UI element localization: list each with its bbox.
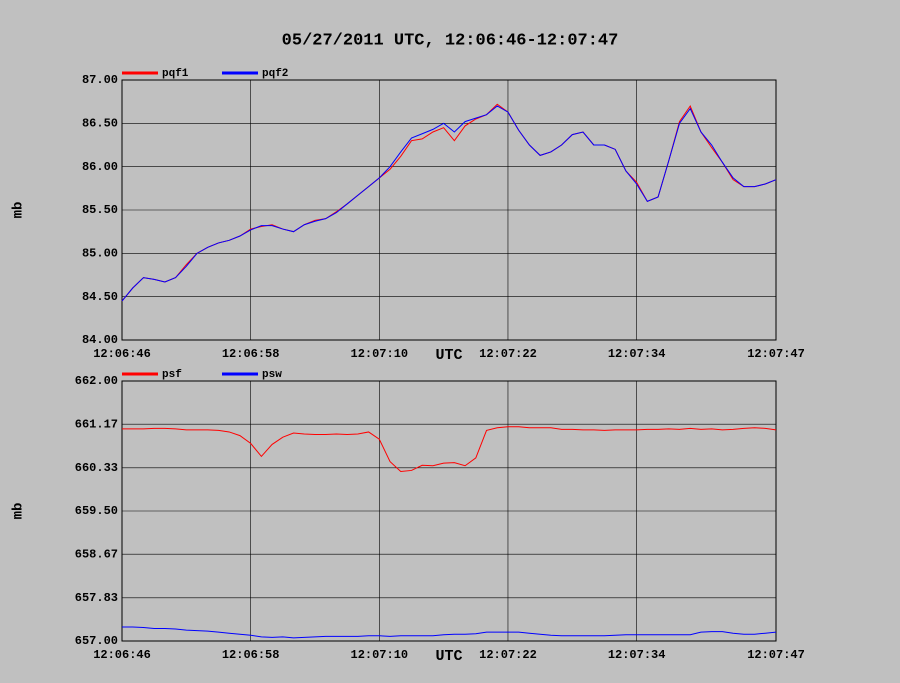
x-tick-label: 12:07:10	[351, 648, 409, 662]
y-tick-label: 657.00	[75, 634, 118, 648]
y-tick-label: 86.50	[82, 117, 118, 131]
y-tick-label: 85.00	[82, 247, 118, 261]
y-tick-label: 657.83	[75, 591, 118, 605]
series-line	[121, 103, 777, 302]
x-tick-label: 12:06:46	[93, 347, 151, 361]
series-line	[122, 626, 777, 639]
page-title: 05/27/2011 UTC, 12:06:46-12:07:47	[282, 31, 619, 50]
y-tick-label: 86.00	[82, 160, 118, 174]
plot-frame	[121, 79, 777, 341]
x-axis-label: UTC	[435, 347, 462, 364]
y-axis-label: mb	[11, 503, 27, 520]
x-tick-label: 12:07:22	[479, 347, 537, 361]
legend-label: pqf2	[262, 68, 288, 80]
x-tick-label: 12:06:46	[93, 648, 151, 662]
x-tick-label: 12:07:10	[351, 347, 409, 361]
legend-label: pqf1	[162, 68, 189, 80]
y-tick-label: 84.00	[82, 333, 118, 347]
x-tick-label: 12:07:34	[608, 347, 666, 361]
x-tick-label: 12:07:47	[747, 648, 805, 662]
x-tick-label: 12:07:47	[747, 347, 805, 361]
x-axis-label: UTC	[435, 648, 462, 665]
series-line	[122, 426, 777, 472]
y-tick-label: 661.17	[75, 417, 118, 431]
y-tick-label: 84.50	[82, 290, 118, 304]
y-tick-label: 662.00	[75, 374, 118, 388]
x-tick-label: 12:06:58	[222, 648, 280, 662]
x-tick-label: 12:06:58	[222, 347, 280, 361]
series-line	[121, 105, 777, 302]
legend-label: psw	[262, 369, 282, 381]
y-tick-label: 659.50	[75, 504, 118, 518]
y-tick-label: 87.00	[82, 73, 118, 87]
y-tick-label: 85.50	[82, 203, 118, 217]
x-tick-label: 12:07:22	[479, 648, 537, 662]
plot-frame	[121, 380, 777, 642]
y-axis-label: mb	[11, 202, 27, 219]
x-tick-label: 12:07:34	[608, 648, 666, 662]
legend-label: psf	[162, 369, 182, 381]
y-tick-label: 658.67	[75, 547, 118, 561]
y-tick-label: 660.33	[75, 461, 118, 475]
